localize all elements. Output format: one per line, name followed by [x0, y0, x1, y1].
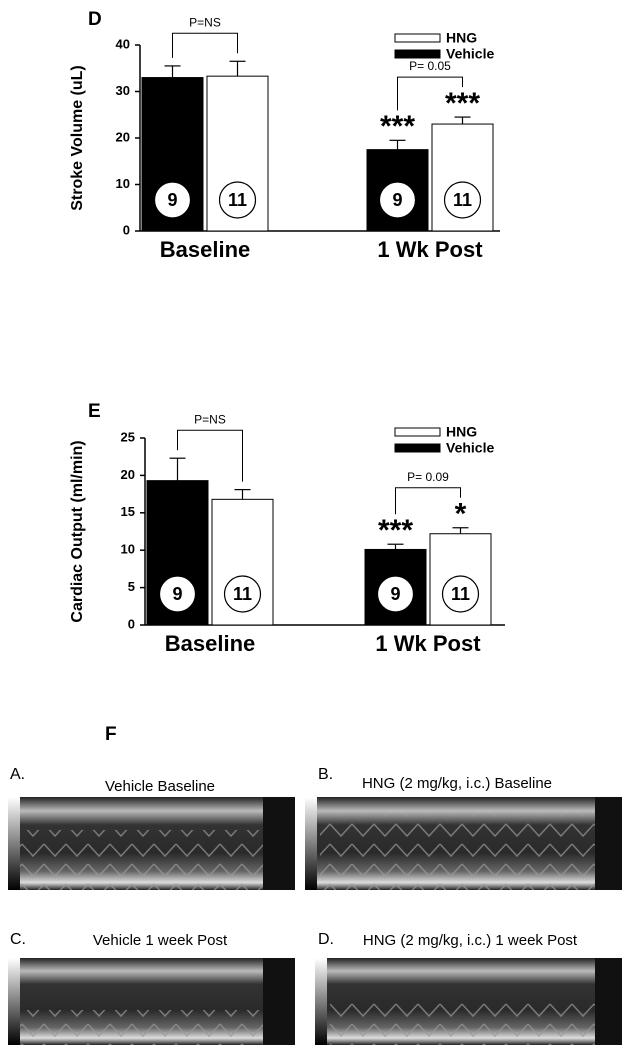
x-tick-label: 1 Wk Post — [377, 237, 483, 262]
echo-image — [315, 958, 622, 1045]
bracket-label: P=NS — [194, 412, 226, 426]
y-tick-label: 25 — [121, 429, 135, 444]
image-letter: D. — [318, 931, 334, 948]
y-tick-label: 40 — [116, 36, 130, 51]
image-letter: A. — [10, 766, 25, 783]
bracket-label: P= 0.05 — [409, 59, 451, 73]
y-tick-label: 20 — [116, 129, 130, 144]
y-axis-label: Cardiac Output (ml/min) — [69, 440, 86, 622]
x-tick-label: 1 Wk Post — [375, 631, 481, 656]
image-letter: B. — [318, 766, 333, 783]
n-badge — [441, 575, 480, 613]
significance-stars: * — [455, 498, 467, 531]
n-label: 11 — [233, 584, 252, 604]
legend-label: Vehicle — [446, 440, 494, 456]
y-tick-label: 20 — [121, 467, 135, 482]
n-label: 9 — [390, 584, 400, 604]
image-letter: C. — [10, 931, 26, 948]
x-tick-label: Baseline — [165, 631, 256, 656]
y-tick-label: 15 — [121, 504, 135, 519]
echo-image — [305, 797, 622, 890]
panel-label: F — [105, 724, 117, 745]
legend-swatch — [394, 49, 441, 59]
echo-panel: F A. Vehicle Baseline B. HNG (2 mg/kg, i… — [8, 724, 622, 1045]
image-title: HNG (2 mg/kg, i.c.) Baseline — [362, 775, 552, 792]
n-label: 9 — [392, 190, 402, 210]
y-tick-label: 10 — [121, 542, 135, 557]
image-title: Vehicle 1 week Post — [93, 932, 228, 949]
x-tick-label: Baseline — [160, 237, 251, 262]
legend-swatch — [394, 33, 441, 43]
n-badge — [378, 181, 417, 219]
image-title: Vehicle Baseline — [105, 778, 215, 795]
n-badge — [376, 575, 415, 613]
echo-image — [8, 958, 295, 1045]
bracket — [172, 32, 238, 58]
n-badge — [218, 181, 257, 219]
bracket — [177, 429, 243, 482]
n-badge — [158, 575, 197, 613]
significance-stars: *** — [445, 87, 480, 120]
legend-label: Vehicle — [446, 46, 494, 62]
y-tick-label: 10 — [116, 176, 130, 191]
bracket — [397, 76, 463, 111]
panel-label: D — [88, 9, 102, 30]
n-badge — [223, 575, 262, 613]
legend-swatch — [394, 443, 441, 453]
image-title: HNG (2 mg/kg, i.c.) 1 week Post — [363, 932, 578, 949]
n-label: 11 — [228, 190, 247, 210]
y-tick-label: 5 — [128, 579, 135, 594]
n-badge — [153, 181, 192, 219]
y-axis-label: Stroke Volume (uL) — [69, 65, 86, 211]
echo-image — [8, 797, 295, 890]
significance-stars: *** — [380, 110, 415, 143]
legend-swatch — [394, 427, 441, 437]
n-label: 11 — [451, 584, 470, 604]
n-label: 9 — [172, 584, 182, 604]
bracket-label: P= 0.09 — [407, 470, 449, 484]
n-badge — [443, 181, 482, 219]
y-tick-label: 30 — [116, 83, 130, 98]
y-tick-label: 0 — [128, 616, 135, 631]
legend-label: HNG — [446, 424, 477, 440]
n-label: 9 — [167, 190, 177, 210]
legend-label: HNG — [446, 30, 477, 46]
y-tick-label: 0 — [123, 222, 130, 237]
significance-stars: *** — [378, 514, 413, 547]
bracket — [395, 487, 461, 515]
panel-label: E — [88, 401, 101, 422]
bracket-label: P=NS — [189, 15, 221, 29]
n-label: 11 — [453, 190, 472, 210]
